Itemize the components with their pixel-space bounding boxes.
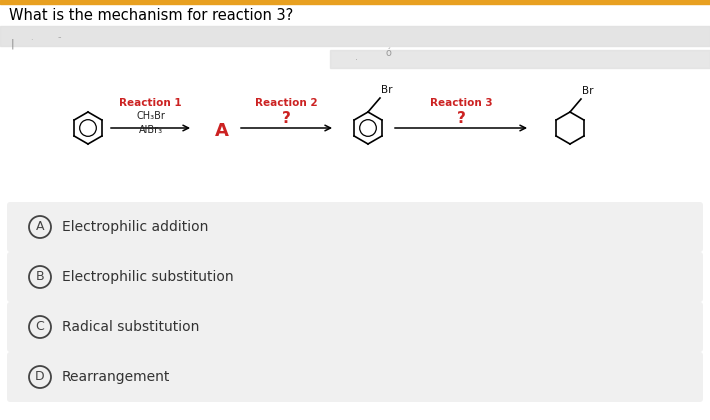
Text: .: . bbox=[355, 52, 358, 62]
Bar bbox=[0, 0, 710, 4]
FancyBboxPatch shape bbox=[7, 202, 703, 252]
Text: A: A bbox=[215, 122, 229, 140]
Text: ?: ? bbox=[282, 111, 291, 126]
Text: -: - bbox=[58, 32, 62, 42]
Text: C: C bbox=[36, 320, 44, 333]
Text: ?: ? bbox=[457, 111, 466, 126]
Text: Reaction 3: Reaction 3 bbox=[430, 98, 492, 108]
Text: .: . bbox=[30, 34, 33, 42]
Text: Electrophilic substitution: Electrophilic substitution bbox=[62, 270, 234, 284]
Text: A: A bbox=[36, 220, 44, 234]
Text: D: D bbox=[36, 370, 45, 383]
FancyBboxPatch shape bbox=[7, 252, 703, 302]
Text: ó: ó bbox=[385, 48, 391, 58]
Text: Br: Br bbox=[381, 85, 393, 95]
Text: |: | bbox=[11, 39, 15, 49]
Text: Electrophilic addition: Electrophilic addition bbox=[62, 220, 208, 234]
FancyBboxPatch shape bbox=[7, 352, 703, 402]
Text: Radical substitution: Radical substitution bbox=[62, 320, 200, 334]
Text: Reaction 1: Reaction 1 bbox=[119, 98, 182, 108]
Text: Br: Br bbox=[582, 86, 594, 96]
FancyBboxPatch shape bbox=[7, 302, 703, 352]
Text: Reaction 2: Reaction 2 bbox=[255, 98, 318, 108]
Bar bbox=[0, 26, 710, 46]
Text: What is the mechanism for reaction 3?: What is the mechanism for reaction 3? bbox=[9, 8, 293, 24]
Text: Rearrangement: Rearrangement bbox=[62, 370, 170, 384]
Text: CH₃Br: CH₃Br bbox=[136, 111, 165, 121]
Bar bbox=[330, 50, 710, 68]
Text: B: B bbox=[36, 270, 44, 284]
Text: AlBr₃: AlBr₃ bbox=[138, 125, 163, 135]
